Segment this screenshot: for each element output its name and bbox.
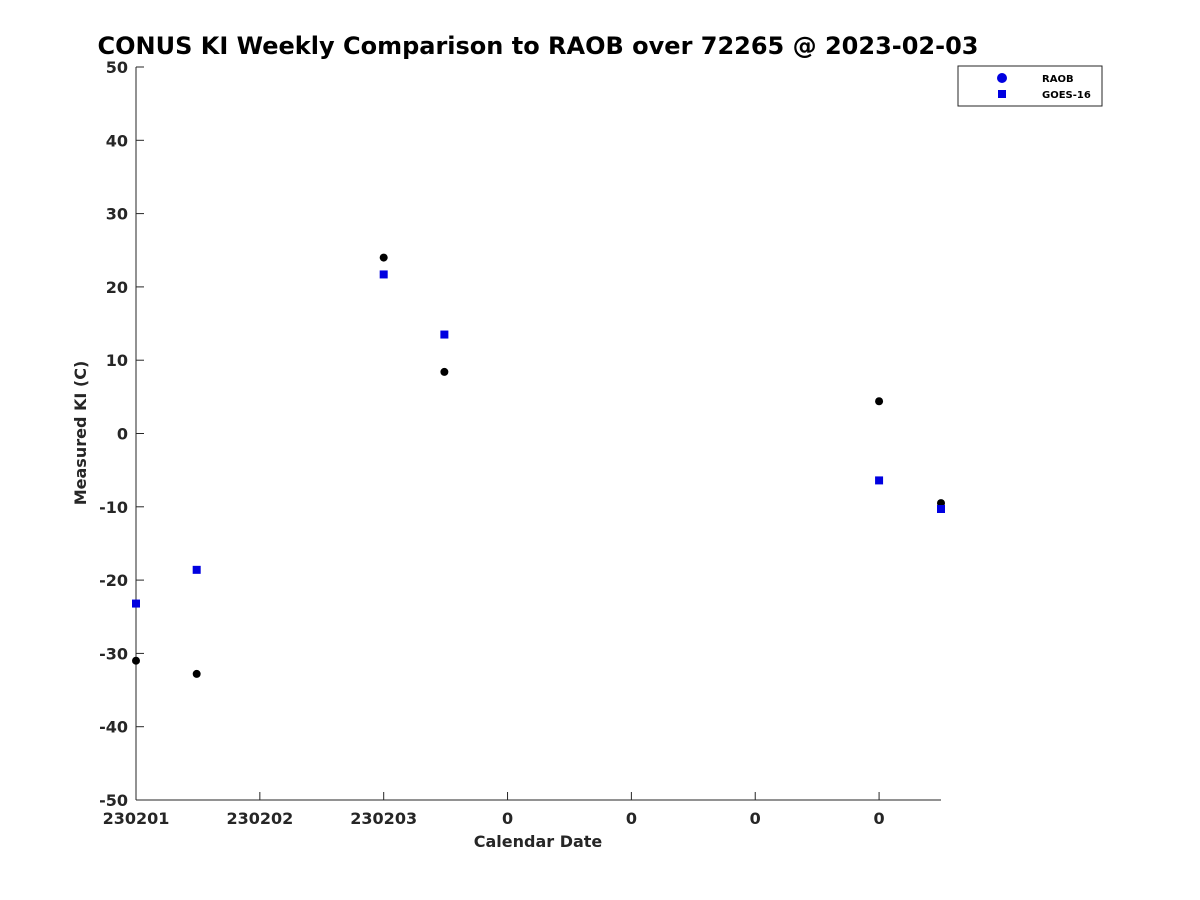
raob-point [132,656,140,665]
y-tick-label: -40 [99,718,128,737]
legend-marker-goes-16 [998,90,1006,98]
x-tick-label: 230202 [226,809,293,828]
y-tick-label: 40 [106,131,128,150]
y-tick-label: -50 [99,791,128,810]
x-tick-label: 0 [502,809,513,828]
axes: -50 -40 -30 -20 -10 0 10 20 30 40 50 230201 230202 23… [99,58,941,828]
legend-marker-raob [997,73,1007,83]
y-tick-label: 50 [106,58,128,77]
goes-16-point [875,476,884,485]
legend-label-goes-16: GOES-16 [1042,90,1091,101]
chart-title: CONUS KI Weekly Comparison to RAOB over … [98,32,979,60]
y-tick-label: -10 [99,498,128,517]
goes-16-point [440,330,449,339]
y-tick-label: 10 [106,351,128,370]
x-tick-label: 0 [626,809,637,828]
goes-16-point [937,504,945,513]
y-tick-label: 0 [117,425,128,444]
goes-16-point [379,270,388,279]
y-tick-label: 20 [106,278,128,297]
data-marks [132,253,945,678]
x-tick-label: 230201 [103,809,170,828]
raob-point [192,669,201,678]
goes-16-point [132,599,140,608]
y-tick-label: -20 [99,571,128,590]
y-axis-label: Measured KI (C) [71,361,90,506]
x-tick-label: 230203 [350,809,417,828]
raob-point [440,367,449,376]
legend-label-raob: RAOB [1042,74,1074,85]
raob-point [875,397,884,406]
y-tick-label: -30 [99,644,128,663]
y-tick-label: 30 [106,205,128,224]
goes-16-point [192,565,201,574]
x-tick-label: 0 [874,809,885,828]
x-axis-label: Calendar Date [474,832,603,851]
legend: RAOB GOES-16 [957,65,1103,107]
x-tick-label: 0 [750,809,761,828]
raob-point [379,253,388,262]
legend-box [957,65,1103,107]
